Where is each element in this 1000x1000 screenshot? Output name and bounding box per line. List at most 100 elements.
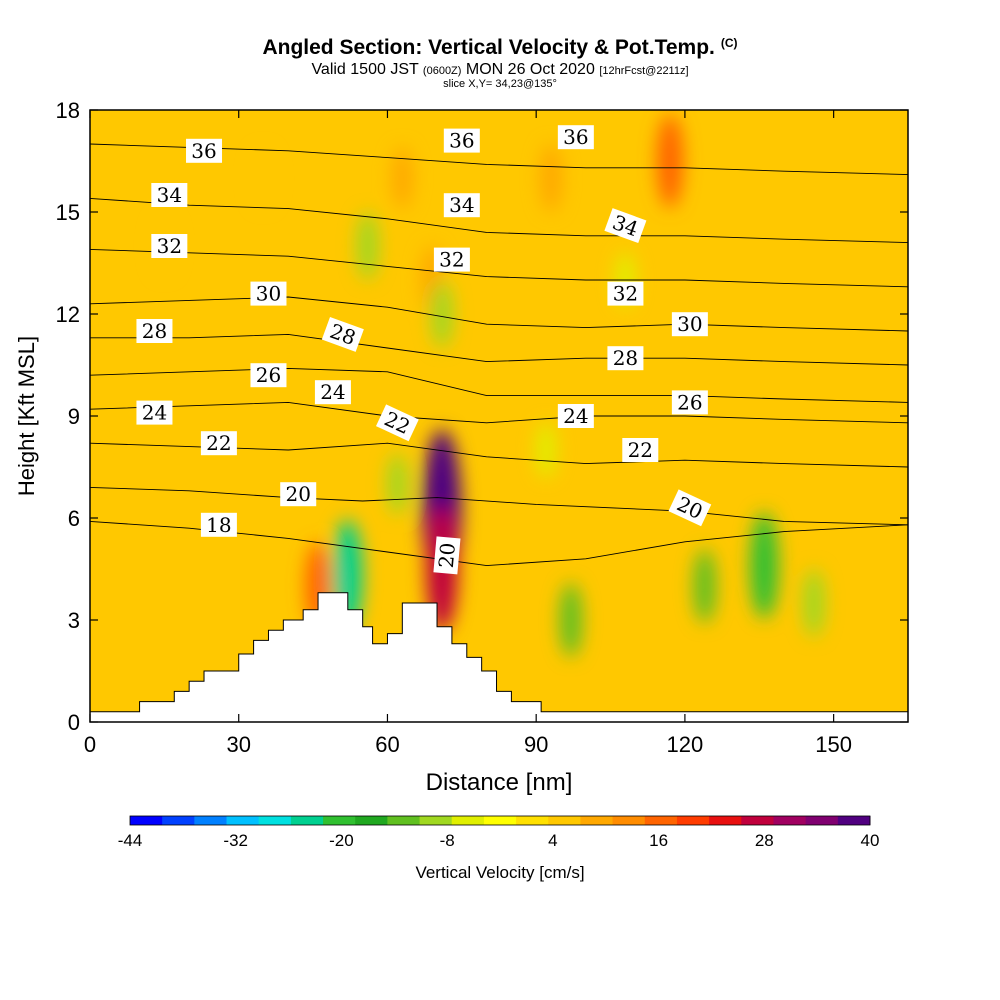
contour-label: 24 — [314, 380, 351, 405]
contour-label-text: 36 — [449, 129, 474, 153]
x-tick-label: 120 — [667, 732, 704, 757]
contour-label: 34 — [443, 193, 480, 218]
contour-label-box — [668, 489, 712, 527]
contour-label-box — [622, 438, 659, 462]
x-tick-label: 0 — [84, 732, 96, 757]
contour-label: 32 — [433, 247, 470, 272]
contour-label: 28 — [136, 319, 173, 343]
colorbar-swatch — [387, 816, 421, 825]
colorbar: -44 -32 -20 -8 4 16 28 40 — [118, 815, 879, 850]
contour-label: 24 — [557, 404, 594, 428]
contour-label: 32 — [607, 281, 644, 306]
contour-label: 28 — [607, 346, 644, 371]
velocity-feature — [431, 280, 453, 348]
theta-contour-28 — [90, 333, 908, 366]
y-tick-label: 15 — [56, 200, 80, 225]
contour-label-text: 18 — [206, 513, 231, 537]
y-tick-label: 9 — [68, 404, 80, 429]
contour-label-text: 20 — [434, 542, 460, 569]
contour-label-box — [433, 247, 470, 272]
colorbar-swatch — [290, 816, 324, 825]
colorbar-label: Vertical Velocity [cm/s] — [415, 863, 585, 882]
colorbar-swatch — [419, 816, 453, 825]
contour-label: 32 — [151, 234, 188, 258]
y-tick-label: 0 — [68, 710, 80, 735]
colorbar-swatch — [612, 816, 646, 825]
contour-label-text: 24 — [320, 380, 345, 404]
velocity-feature — [392, 147, 413, 209]
contour-label-box — [200, 431, 237, 456]
theta-contour-30 — [90, 296, 908, 332]
colorbar-swatch — [709, 816, 742, 825]
colorbar-tick-label: 4 — [548, 831, 557, 850]
colorbar-swatch — [226, 816, 260, 825]
contour-label-box — [607, 346, 644, 371]
contour-label-text: 32 — [157, 234, 182, 258]
velocity-feature — [803, 569, 825, 637]
contour-label-text: 28 — [142, 319, 167, 343]
theta-contours — [90, 143, 908, 567]
x-tick-label: 30 — [226, 732, 250, 757]
contour-label-box — [607, 281, 644, 306]
colorbar-swatch — [741, 816, 774, 825]
contour-label: 34 — [151, 183, 188, 207]
contour-label-text: 22 — [206, 431, 231, 455]
colorbar-swatch — [258, 816, 292, 825]
colorbar-swatch — [194, 816, 228, 825]
contour-label: 22 — [200, 431, 237, 456]
contour-label-text: 26 — [256, 363, 281, 387]
colorbar-tick-label: -44 — [118, 831, 143, 850]
contour-label-box — [136, 400, 173, 425]
colorbar-swatch — [483, 816, 517, 825]
plot-area — [90, 110, 908, 722]
contour-label-box — [151, 183, 188, 207]
contour-label-text: 32 — [439, 248, 464, 272]
contour-label-text: 36 — [563, 125, 588, 149]
contour-label-text: 28 — [613, 346, 638, 370]
theta-contour-24 — [90, 401, 908, 424]
contour-label-box — [321, 316, 364, 352]
x-tick-label: 90 — [524, 732, 548, 757]
contour-label-box — [433, 536, 461, 575]
y-tick-label: 18 — [56, 98, 80, 123]
contour-label-box — [250, 363, 287, 388]
contour-label-box — [604, 208, 647, 244]
valid-time: Valid 1500 JST — [311, 61, 419, 78]
contour-label: 24 — [136, 400, 173, 425]
colorbar-swatch — [805, 816, 839, 825]
theta-contour-20 — [90, 486, 908, 526]
contour-label-text: 30 — [256, 282, 281, 306]
copyright-mark: (C) — [720, 36, 738, 50]
velocity-feature — [253, 150, 274, 206]
contour-label: 36 — [186, 138, 223, 163]
colorbar-frame — [129, 815, 871, 826]
contour-label-box — [557, 404, 594, 428]
contour-label-text: 24 — [142, 401, 167, 425]
colorbar-swatch — [773, 816, 807, 825]
theta-contour-34 — [90, 197, 908, 244]
colorbar-swatch — [837, 816, 871, 825]
theta-contour-32 — [90, 248, 908, 288]
contour-label-text: 34 — [157, 183, 182, 207]
colorbar-swatch — [580, 816, 614, 825]
velocity-feature — [387, 453, 408, 515]
chart-subtitle: Valid 1500 JST (0600Z) MON 26 Oct 2020 [… — [0, 61, 1000, 79]
contour-label: 20 — [433, 536, 461, 575]
colorbar-swatch — [162, 816, 195, 825]
colorbar-swatch — [548, 816, 581, 825]
velocity-feature — [540, 144, 562, 212]
velocity-feature — [356, 212, 379, 280]
contour-label: 30 — [671, 312, 708, 337]
contour-label-box — [671, 312, 708, 337]
contour-label-text: 20 — [285, 482, 310, 506]
forecast-info: [12hrFcst@2211z] — [599, 65, 689, 77]
contour-label: 20 — [280, 482, 317, 507]
x-tick-label: 150 — [815, 732, 852, 757]
y-axis-label: Height [Kft MSL] — [14, 336, 39, 496]
valid-utc: (0600Z) — [422, 65, 462, 77]
y-tick-label: 3 — [68, 608, 80, 633]
x-tick-label: 60 — [375, 732, 399, 757]
velocity-feature — [536, 422, 556, 478]
contour-label-box — [136, 319, 173, 343]
